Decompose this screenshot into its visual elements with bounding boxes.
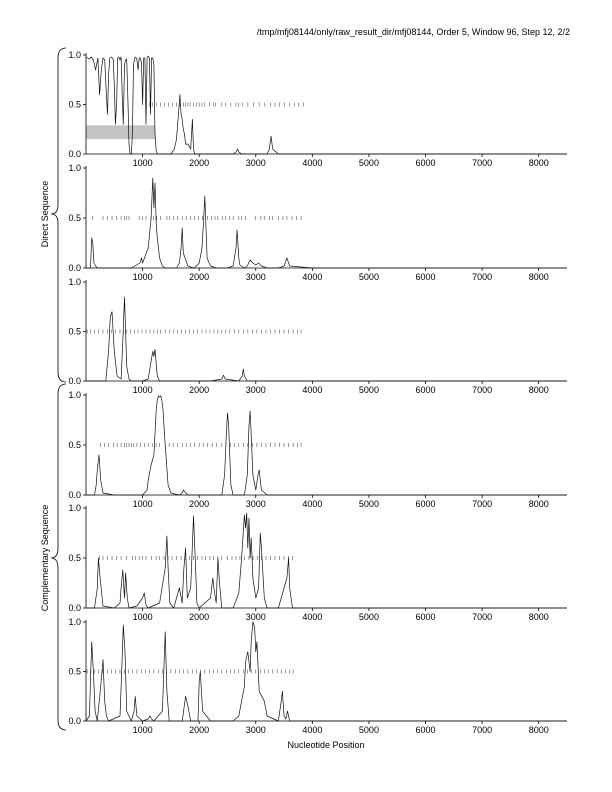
x-tick-label: 7000 [472,272,492,282]
x-tick-label: 6000 [416,612,436,622]
x-tick-label: 4000 [302,272,322,282]
panel-6: 0.0 0.5 1.0 1000 2000 3000 4000 5000 6000 7000 800… [68,617,567,735]
x-tick-label: 8000 [529,612,549,622]
y-tick-label: 1.0 [68,503,81,513]
y-tick-label: 0.5 [68,213,81,223]
y-tick-label: 0.0 [68,149,81,159]
x-tick-label: 2000 [189,158,209,168]
plot-header: /tmp/mfj08144/only/raw_result_dir/mfj081… [256,27,570,37]
y-tick-label: 0.0 [68,490,81,500]
y-tick-label: 0.5 [68,100,81,110]
x-tick-label: 5000 [359,272,379,282]
x-tick-label: 8000 [529,385,549,395]
x-tick-label: 4000 [302,158,322,168]
series-line [85,55,567,155]
series-line [86,296,567,382]
y-tick-label: 1.0 [68,617,81,627]
series-line [86,512,567,609]
y-tick-label: 1.0 [68,50,81,60]
panel-5: 0.0 0.5 1.0 1000 2000 3000 4000 5000 6000 7000 800… [68,503,567,622]
y-tick-label: 1.0 [68,163,81,173]
x-tick-label: 8000 [529,725,549,735]
x-tick-label: 7000 [472,725,492,735]
x-tick-label: 5000 [359,499,379,509]
series-line [85,621,567,722]
panel-1: 0.0 0.5 1.0 1000 2000 3000 4000 5000 6000 7000 800… [68,50,567,168]
x-tick-label: 7000 [472,385,492,395]
x-tick-label: 1000 [133,612,153,622]
x-tick-label: 6000 [416,158,436,168]
x-tick-label: 3000 [246,158,266,168]
y-tick-label: 0.5 [68,667,81,677]
x-tick-label: 5000 [359,158,379,168]
x-tick-label: 2000 [189,385,209,395]
x-tick-label: 8000 [529,158,549,168]
x-tick-label: 3000 [246,499,266,509]
x-tick-label: 8000 [529,272,549,282]
x-tick-label: 2000 [189,612,209,622]
x-tick-label: 3000 [246,612,266,622]
highlight-band [86,125,156,140]
x-tick-label: 3000 [246,725,266,735]
panel-3: 0.0 0.5 1.0 1000 2000 3000 4000 5000 6000 7000 800… [68,277,567,395]
y-tick-label: 0.0 [68,716,81,726]
x-tick-label: 2000 [189,499,209,509]
x-tick-label: 4000 [302,385,322,395]
x-axis-label: Nucleotide Position [287,740,364,750]
complementary-sequence-brace [50,383,67,731]
x-tick-label: 1000 [133,272,153,282]
y-tick-label: 0.5 [68,553,81,563]
y-tick-label: 0.0 [68,376,81,386]
x-tick-label: 6000 [416,272,436,282]
complementary-sequence-label: Complementary Sequence [40,505,50,612]
direct-sequence-brace [50,47,67,383]
panel-4: 0.0 0.5 1.0 1000 2000 3000 4000 5000 6000 7000 800… [68,390,567,509]
x-tick-label: 3000 [246,272,266,282]
x-tick-label: 6000 [416,499,436,509]
x-tick-label: 4000 [302,499,322,509]
x-tick-label: 1000 [133,385,153,395]
x-tick-label: 8000 [529,499,549,509]
y-tick-label: 1.0 [68,390,81,400]
x-tick-label: 7000 [472,612,492,622]
x-tick-label: 1000 [133,499,153,509]
y-tick-label: 0.5 [68,440,81,450]
y-tick-label: 1.0 [68,277,81,287]
panel-2: 0.0 0.5 1.0 1000 2000 3000 4000 5000 6000 7000 800… [68,163,567,282]
y-tick-label: 0.0 [68,603,81,613]
x-tick-label: 3000 [246,385,266,395]
direct-sequence-label: Direct Sequence [40,181,50,248]
x-tick-label: 1000 [133,158,153,168]
x-tick-label: 2000 [189,272,209,282]
x-tick-label: 6000 [416,385,436,395]
x-tick-label: 5000 [359,385,379,395]
x-tick-label: 5000 [359,725,379,735]
y-tick-label: 0.0 [68,263,81,273]
x-tick-label: 7000 [472,158,492,168]
x-tick-label: 4000 [302,725,322,735]
x-tick-label: 7000 [472,499,492,509]
series-line [86,177,567,269]
x-tick-label: 4000 [302,612,322,622]
x-tick-label: 1000 [133,725,153,735]
x-tick-label: 2000 [189,725,209,735]
series-line [86,395,567,496]
y-tick-label: 0.5 [68,327,81,337]
x-tick-label: 6000 [416,725,436,735]
x-tick-label: 5000 [359,612,379,622]
